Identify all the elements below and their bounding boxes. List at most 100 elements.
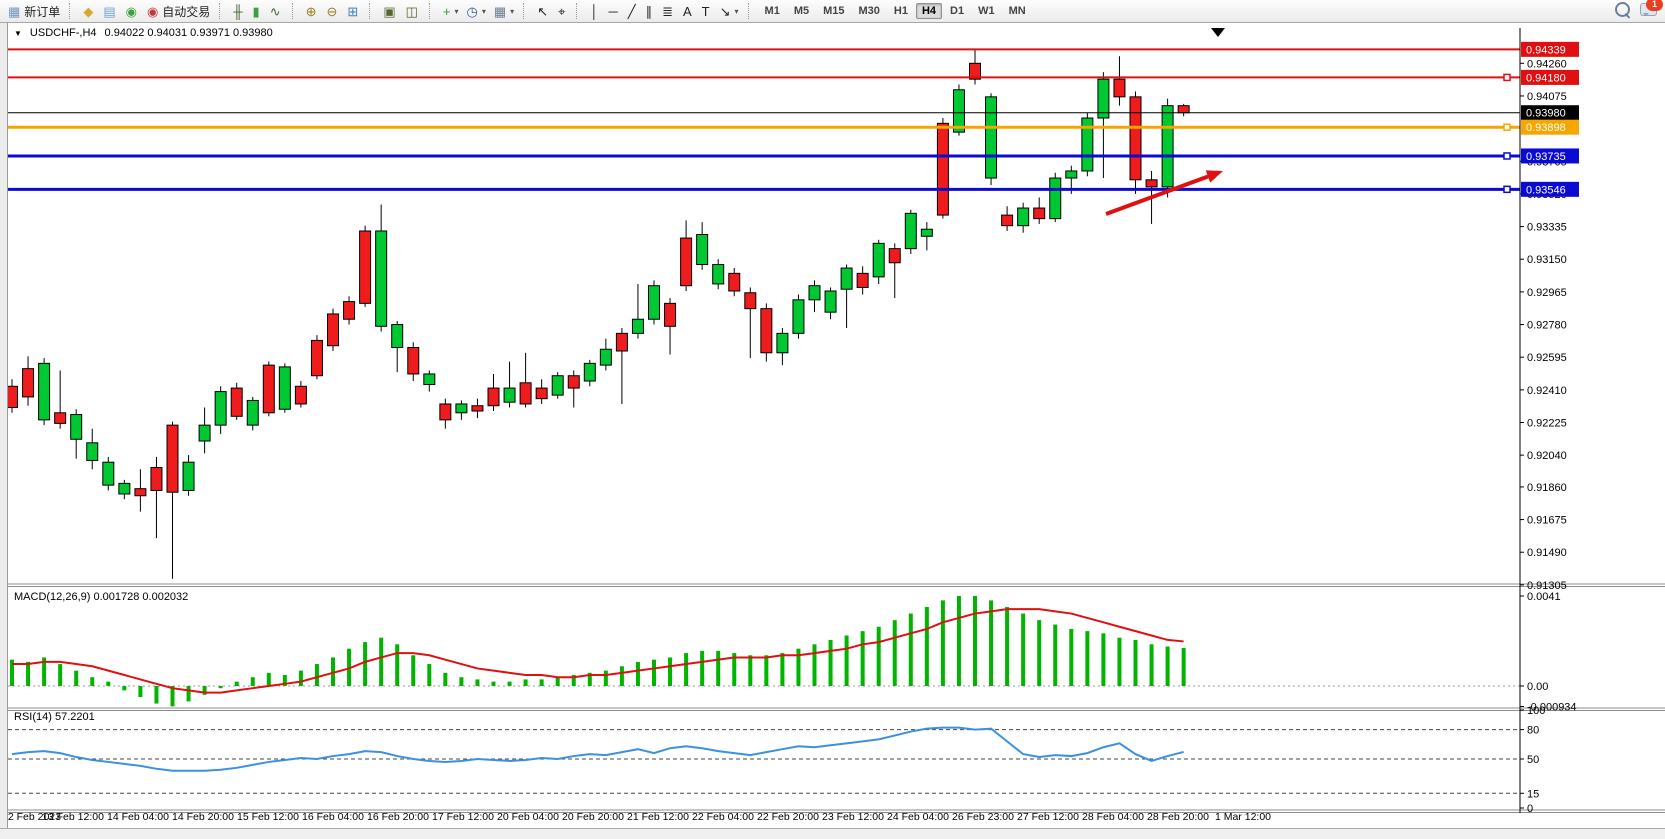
svg-text:0.0041: 0.0041 [1527, 591, 1561, 603]
zoom-out-button[interactable]: ⊖ [324, 2, 343, 21]
svg-text:24 Feb 04:00: 24 Feb 04:00 [887, 811, 949, 823]
bar-chart-button[interactable]: ╫ [230, 2, 247, 21]
templates-button[interactable]: ▦ ▾ [491, 2, 517, 21]
toolbar: ▦ 新订单 ◆ ▤ ◉ ◉ 自动交易 ╫ ▮ ∿ ⊕ ⊖ ⊞ ▣ ◫ + ▾ ◷ ▾ ▦ ▾ ↖ ⌖ │ ─ ╱ ∥ ≣ A T ↘ ▾ M1 M… [0, 0, 1665, 23]
svg-text:26 Feb 23:00: 26 Feb 23:00 [952, 811, 1014, 823]
svg-text:0.92040: 0.92040 [1527, 450, 1567, 462]
left-panel-strip [0, 23, 8, 839]
text-label-button[interactable]: T [699, 2, 715, 21]
svg-text:28 Feb 04:00: 28 Feb 04:00 [1082, 811, 1144, 823]
timeframe-w1[interactable]: W1 [978, 5, 995, 17]
arrange-charts-icon: ▣ [383, 3, 396, 19]
line-chart-button[interactable]: ∿ [267, 2, 286, 21]
timeframe-mn[interactable]: MN [1008, 5, 1026, 17]
cursor-icon: ↖ [537, 3, 549, 19]
svg-text:0.91675: 0.91675 [1527, 515, 1567, 527]
zoom-out-icon: ⊖ [326, 3, 338, 19]
chart-shift-icon: ◫ [405, 3, 418, 19]
cursor-button[interactable]: ↖ [534, 2, 553, 21]
toolbar-separator [428, 3, 435, 19]
trendline-button[interactable]: ╱ [625, 2, 641, 21]
toolbar-separator [576, 3, 582, 19]
timeframe-m5[interactable]: M5 [793, 5, 810, 17]
timeframe-m15[interactable]: M15 [823, 5, 845, 17]
channel-icon: ∥ [645, 3, 653, 19]
horizontal-line-button[interactable]: ─ [606, 2, 623, 21]
crosshair-icon: ⌖ [558, 3, 566, 19]
vertical-line-button[interactable]: │ [587, 2, 603, 21]
autotrading-button[interactable]: ◉ 自动交易 [144, 2, 213, 21]
macd-histogram [10, 596, 1186, 707]
timeframe-d1[interactable]: D1 [950, 5, 965, 17]
svg-text:0.93335: 0.93335 [1527, 222, 1567, 234]
svg-text:100: 100 [1527, 705, 1545, 717]
text-button[interactable]: A [680, 2, 697, 21]
svg-text:16 Feb 20:00: 16 Feb 20:00 [367, 811, 429, 823]
notifications-icon[interactable]: 1 [1640, 0, 1663, 16]
arrange-charts-button[interactable]: ▣ [380, 2, 400, 21]
tile-windows-icon: ⊞ [347, 3, 359, 19]
chevron-down-icon[interactable]: ▼ [14, 28, 22, 38]
autotrading-icon: ◉ [146, 3, 159, 19]
timeframe-m1[interactable]: M1 [764, 5, 780, 17]
horizontal-lines[interactable] [8, 48, 1520, 194]
svg-text:0.93735: 0.93735 [1526, 151, 1566, 163]
timeframe-h1[interactable]: H1 [893, 5, 908, 17]
svg-text:0.00: 0.00 [1527, 681, 1548, 693]
price-badges: 0.94339 0.94180 0.93980 0.93898 0.93735 0.935… [1521, 41, 1579, 197]
chevron-down-icon: ▾ [734, 6, 739, 16]
svg-text:0.93898: 0.93898 [1526, 122, 1566, 134]
svg-text:22 Feb 20:00: 22 Feb 20:00 [757, 811, 819, 823]
data-window-button[interactable]: ▤ [100, 2, 120, 21]
scroll-to-end-marker [1211, 28, 1225, 37]
svg-text:17 Feb 12:00: 17 Feb 12:00 [432, 811, 494, 823]
chart-shift-button[interactable]: ◫ [403, 2, 423, 21]
svg-text:0.92225: 0.92225 [1527, 417, 1567, 429]
channel-button[interactable]: ∥ [643, 2, 658, 21]
chevron-down-icon: ▾ [510, 6, 515, 16]
clock-icon: ◷ [466, 3, 478, 19]
timeframe-m30[interactable]: M30 [858, 5, 880, 17]
timeframe-h4[interactable]: H4 [915, 3, 943, 19]
svg-text:13 Feb 12:00: 13 Feb 12:00 [42, 811, 104, 823]
horizontal-line-icon: ─ [608, 3, 618, 19]
candlestick-chart-button[interactable]: ▮ [250, 2, 265, 21]
autotrading-button-label: 自动交易 [162, 4, 211, 19]
market-watch-button[interactable]: ◆ [80, 2, 98, 21]
indicators-add-icon: + [442, 3, 451, 19]
svg-text:28 Feb 20:00: 28 Feb 20:00 [1147, 811, 1209, 823]
line-chart-icon: ∿ [269, 3, 281, 19]
svg-text:0.92410: 0.92410 [1527, 385, 1567, 397]
new-order-icon: ▦ [8, 3, 21, 19]
svg-text:14 Feb 04:00: 14 Feb 04:00 [107, 811, 169, 823]
svg-text:0.92965: 0.92965 [1527, 287, 1567, 299]
svg-text:0.94180: 0.94180 [1526, 72, 1566, 84]
crosshair-button[interactable]: ⌖ [555, 2, 570, 21]
status-bar [0, 828, 1665, 839]
periods-button[interactable]: ◷ ▾ [464, 2, 489, 21]
svg-text:23 Feb 12:00: 23 Feb 12:00 [822, 811, 884, 823]
svg-text:0.92595: 0.92595 [1527, 352, 1567, 364]
arrows-button[interactable]: ↘ ▾ [717, 2, 742, 21]
svg-text:22 Feb 04:00: 22 Feb 04:00 [692, 811, 754, 823]
svg-text:0.93546: 0.93546 [1526, 184, 1566, 196]
svg-text:21 Feb 12:00: 21 Feb 12:00 [627, 811, 689, 823]
fibonacci-button[interactable]: ≣ [659, 2, 678, 21]
trend-arrow-annotation[interactable] [1105, 170, 1223, 216]
svg-text:50: 50 [1527, 754, 1539, 766]
market-watch-icon: ◆ [83, 3, 94, 19]
svg-text:12 Feb 2023: 12 Feb 2023 [2, 811, 61, 823]
search-icon[interactable] [1615, 2, 1630, 17]
candlestick-series [6, 49, 1190, 579]
svg-text:0.94075: 0.94075 [1527, 91, 1567, 103]
new-order-button[interactable]: ▦ 新订单 [5, 2, 63, 21]
svg-text:1 Mar 12:00: 1 Mar 12:00 [1215, 811, 1271, 823]
candlestick-icon: ▮ [252, 3, 260, 19]
svg-text:15 Feb 12:00: 15 Feb 12:00 [237, 811, 299, 823]
zoom-in-button[interactable]: ⊕ [303, 2, 322, 21]
navigator-button[interactable]: ◉ [123, 2, 142, 21]
tile-windows-button[interactable]: ⊞ [344, 2, 363, 21]
svg-text:20 Feb 20:00: 20 Feb 20:00 [562, 811, 624, 823]
indicators-button[interactable]: + ▾ [440, 2, 462, 21]
